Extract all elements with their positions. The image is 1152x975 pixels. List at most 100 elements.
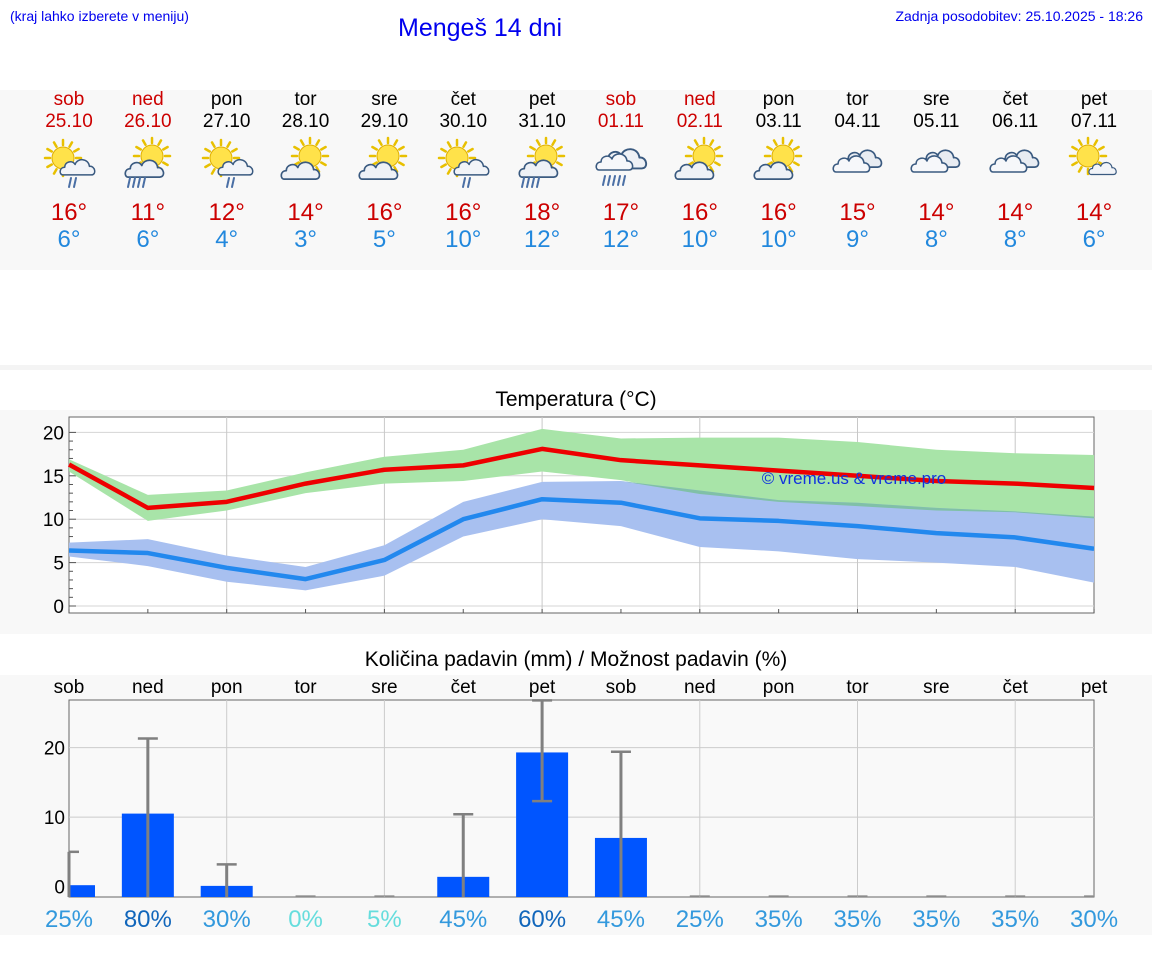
temperature-chart-panel: 0 5 10 15 20 © vreme.us & vreme.pro (0, 410, 1152, 634)
precip-probability: 35% (991, 906, 1039, 933)
precip-probability: 80% (124, 906, 172, 933)
category-label: tor (846, 677, 869, 698)
max-temp: 16° (50, 199, 88, 226)
y-tick-label: 10 (44, 808, 65, 829)
clouds-icon (831, 149, 882, 173)
category-label: čet (451, 677, 477, 698)
precip-probability: 25% (45, 906, 93, 933)
sun-small-cloud-icon (1068, 136, 1117, 176)
max-temp: 18° (523, 199, 561, 226)
precip-probability: 30% (1070, 906, 1118, 933)
day-name: pon (210, 89, 243, 110)
day-date: 26.10 (124, 111, 172, 132)
max-temp-range-band (69, 428, 1095, 521)
cloud-icon (59, 158, 96, 176)
rain-icon (521, 177, 541, 188)
day-date: 29.10 (360, 111, 409, 132)
min-temp-line (68, 496, 1095, 582)
max-temp: 14° (918, 199, 955, 226)
max-temp: 15° (839, 199, 876, 226)
sun-cloud-icon (358, 136, 408, 180)
category-label: sob (54, 677, 85, 698)
rain-icon (225, 177, 235, 188)
cloud-icon (753, 161, 793, 180)
max-temp: 17° (602, 199, 640, 226)
day-date: 01.11 (597, 111, 644, 132)
min-temp: 6° (1082, 226, 1106, 253)
max-temp: 14° (997, 199, 1034, 226)
min-temp: 3° (294, 226, 318, 253)
precip-probability: 25% (676, 906, 724, 933)
precipitation-chart: sob ned pon tor sre čet pet sob ned pon tor sre čet p… (44, 677, 1118, 933)
cloud-icon (518, 159, 559, 178)
category-label: sre (371, 677, 397, 698)
rain-icon (462, 177, 472, 188)
category-label: sre (923, 677, 949, 698)
sun-cloud-heavy-rain-icon (124, 136, 172, 188)
day-name: sre (371, 89, 398, 110)
category-label: ned (684, 677, 716, 698)
plot-area (68, 699, 1095, 898)
day-name: tor (294, 89, 317, 110)
clouds-icon (989, 149, 1040, 173)
sun-cloud-icon (753, 136, 802, 180)
temperature-chart: 0 5 10 15 20 © vreme.us & vreme.pro (43, 416, 1095, 618)
category-label: sob (606, 677, 637, 698)
min-temp: 8° (1003, 226, 1027, 253)
sun-icon (369, 136, 408, 176)
category-label: pon (763, 677, 795, 698)
precip-probability: 45% (597, 906, 645, 933)
max-temp: 16° (760, 199, 797, 226)
cloud-icon (674, 161, 715, 180)
rain-icon (68, 177, 77, 188)
y-tick-label: 0 (53, 597, 64, 618)
precip-probability: 30% (203, 906, 251, 933)
min-temp: 10° (760, 226, 797, 253)
min-temp: 6° (57, 226, 81, 253)
day-name: čet (450, 89, 476, 110)
day-date: 27.10 (202, 111, 251, 132)
max-temp-line (67, 446, 1095, 511)
day-name: sob (53, 89, 85, 110)
precip-probability: 5% (367, 906, 402, 933)
category-label: pet (529, 677, 556, 698)
max-temp: 16° (681, 199, 718, 226)
cloud-icon (358, 161, 399, 180)
y-tick-label: 20 (44, 739, 65, 760)
last-updated: Zadnja posodobitev: 25.10.2025 - 18:26 (895, 8, 1143, 24)
page-title: Mengeš 14 dni (398, 14, 563, 42)
day-date: 07.11 (1070, 111, 1118, 132)
cloud-icon (910, 155, 949, 173)
sun-cloud-icon (280, 136, 329, 180)
category-label: pon (211, 677, 243, 698)
day-date: 31.10 (518, 111, 566, 132)
day-name: sre (923, 89, 950, 110)
min-temp: 10° (681, 226, 718, 253)
cloud-icon (831, 155, 870, 173)
day-name: ned (683, 89, 716, 110)
day-date: 06.11 (992, 111, 1039, 132)
max-temp: 14° (287, 199, 324, 226)
clouds-icon (910, 149, 961, 173)
location-menu-hint: (kraj lahko izberete v meniju) (10, 8, 189, 24)
rain-icon (126, 177, 146, 188)
band-overlap (69, 481, 1095, 567)
sun-cloud-rain-icon (201, 138, 254, 188)
y-tick-label: 5 (53, 554, 64, 575)
max-temp: 16° (366, 199, 403, 226)
cloud-icon (453, 158, 490, 176)
min-temp: 12° (602, 226, 640, 253)
precip-probability: 0% (288, 906, 323, 933)
daily-forecast-strip: sob 25.10 16° 6° ned 26.10 11° 6° pon 27.10 12° 4° t… (0, 90, 1152, 270)
day-name: tor (846, 89, 869, 110)
cloud-icon (124, 159, 165, 178)
rain-icon (601, 175, 626, 186)
sun-cloud-rain-icon (43, 138, 96, 188)
sun-icon (1068, 136, 1108, 176)
sun-cloud-rain-icon (438, 138, 490, 188)
day-date: 03.11 (755, 111, 802, 132)
cloud-heavy-rain-icon (595, 148, 647, 186)
category-label: pet (1081, 677, 1108, 698)
watermark: © vreme.us & vreme.pro (762, 469, 946, 488)
day-name: pet (1080, 89, 1108, 110)
